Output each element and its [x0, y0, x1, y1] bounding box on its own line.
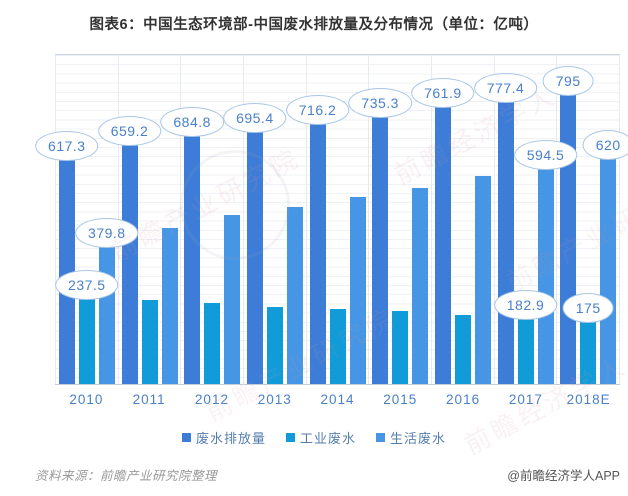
credit-note: @前瞻经济学人APP [507, 469, 620, 483]
legend-swatch-icon [285, 433, 295, 442]
bars-2014 [307, 55, 369, 384]
bars-2017 [495, 55, 557, 384]
legend-item-工业废水[interactable]: 工业废水 [285, 428, 356, 447]
bar-工业废水-2014[interactable] [329, 309, 346, 384]
bar-工业废水-2011[interactable] [141, 299, 158, 384]
bar-废水排放量-2011[interactable] [121, 143, 138, 384]
bar-废水排放量-2018E[interactable] [560, 93, 577, 384]
x-tick-2016: 2016 [446, 392, 481, 407]
data-label-bubble: 695.4 [223, 102, 287, 133]
data-label-bubble: 659.2 [97, 116, 162, 147]
bar-废水排放量-2017[interactable] [497, 99, 514, 384]
bars-2012 [181, 55, 243, 384]
bar-废水排放量-2016[interactable] [434, 105, 451, 384]
bar-生活废水-2018E[interactable] [600, 157, 617, 384]
x-tick-2010: 2010 [69, 392, 104, 407]
bar-工业废水-2013[interactable] [266, 307, 283, 384]
bars-2016 [432, 55, 494, 384]
bar-废水排放量-2014[interactable] [309, 122, 326, 384]
x-tick-2012: 2012 [194, 392, 229, 407]
footer: 资料来源：前瞻产业研究院整理 @前瞻经济学人APP [35, 465, 620, 484]
bar-生活废水-2012[interactable] [224, 214, 241, 384]
legend-label: 废水排放量 [195, 431, 266, 446]
x-tick-2017: 2017 [508, 392, 543, 407]
bar-group-2011: 659.2 [97, 55, 181, 384]
legend-item-废水排放量[interactable]: 废水排放量 [181, 428, 266, 447]
bars-2011 [119, 55, 181, 384]
data-label-bubble: 684.8 [160, 106, 224, 137]
data-label-bubble: 182.9 [493, 290, 558, 321]
data-label-bubble: 237.5 [55, 270, 119, 301]
bar-生活废水-2010[interactable] [98, 245, 115, 384]
bar-生活废水-2016[interactable] [474, 175, 491, 384]
data-label-bubble: 617.3 [35, 131, 99, 162]
x-tick-2015: 2015 [383, 392, 418, 407]
bar-group-2013: 695.4 [223, 55, 306, 384]
bar-工业废水-2012[interactable] [204, 302, 221, 384]
chart-title: 图表6：中国生态环境部-中国废水排放量及分布情况（单位：亿吨） [89, 17, 539, 33]
data-label-bubble: 716.2 [285, 95, 350, 126]
x-tick-2018E: 2018E [566, 392, 611, 407]
data-label-bubble: 175 [562, 293, 614, 324]
legend-item-生活废水[interactable]: 生活废水 [376, 428, 446, 447]
source-note: 资料来源：前瞻产业研究院整理 [35, 469, 218, 483]
x-axis-labels: 2010 2011 2012 2013 2014 2015 2016 2017 2018E [55, 392, 620, 407]
data-label-bubble: 594.5 [513, 139, 578, 170]
bar-group-2016: 761.9 [411, 55, 494, 384]
bar-group-2010: 617.3 237.5 379.8 [35, 55, 139, 384]
bars-2015 [369, 55, 431, 384]
bar-工业废水-2018E[interactable] [580, 320, 597, 384]
bar-group-2015: 735.3 [348, 55, 431, 384]
bar-废水排放量-2013[interactable] [246, 129, 263, 384]
bar-生活废水-2015[interactable] [412, 188, 429, 384]
data-label-bubble: 795 [542, 66, 594, 97]
legend-swatch-icon [376, 433, 385, 442]
legend-label: 工业废水 [299, 431, 356, 446]
bar-生活废水-2011[interactable] [161, 227, 178, 384]
bar-废水排放量-2010[interactable] [58, 158, 75, 384]
bar-工业废水-2015[interactable] [392, 311, 409, 384]
legend-label: 生活废水 [390, 431, 447, 446]
bar-工业废水-2017[interactable] [517, 317, 534, 384]
bar-工业废水-2010[interactable] [78, 297, 95, 384]
plot-area: 前瞻产业研究院 前瞻经济学人 前瞻产业研究院 前瞻产业研究院 前瞻经济学人 61… [35, 54, 628, 460]
data-label-bubble: 761.9 [411, 78, 475, 109]
data-label-bubble: 735.3 [348, 88, 412, 119]
bar-生活废水-2013[interactable] [286, 206, 303, 384]
bars-2018E [557, 55, 619, 384]
bar-生活废水-2017[interactable] [537, 166, 554, 384]
legend-swatch-icon [181, 433, 191, 442]
bar-工业废水-2016[interactable] [454, 314, 471, 384]
bar-group-2017: 777.4 182.9 594.5 [473, 55, 578, 384]
bar-group-2012: 684.8 [160, 55, 243, 384]
bar-group-2018E: 795 175 620 [542, 55, 628, 384]
bar-废水排放量-2015[interactable] [372, 115, 389, 384]
legend: 废水排放量 工业废水 生活废水 [0, 428, 628, 447]
x-tick-2014: 2014 [320, 392, 355, 407]
data-label-bubble: 379.8 [75, 218, 139, 249]
x-tick-2013: 2013 [257, 392, 292, 407]
bar-生活废水-2014[interactable] [349, 197, 366, 384]
data-label-bubble: 620 [582, 130, 628, 161]
bars-2013 [244, 55, 306, 384]
bar-废水排放量-2012[interactable] [184, 133, 201, 384]
data-label-bubble: 777.4 [473, 72, 538, 103]
bar-group-2014: 716.2 [285, 55, 369, 384]
x-tick-2011: 2011 [132, 392, 166, 407]
